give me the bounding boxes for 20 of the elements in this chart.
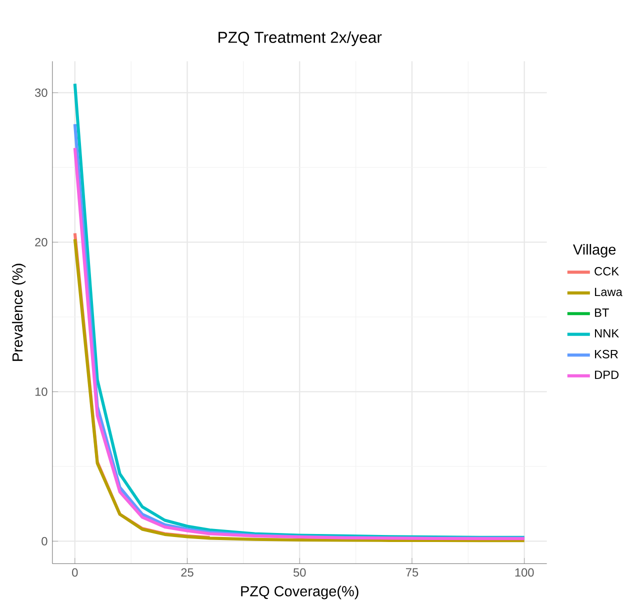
y-axis-title: Prevalence (%) <box>12 264 26 361</box>
y-tick-label: 30 <box>35 88 48 97</box>
legend-label: NNK <box>595 329 619 338</box>
x-tick-label: 0 <box>72 568 78 577</box>
line-series <box>73 238 526 542</box>
y-tick-label: 0 <box>42 536 48 546</box>
legend-title: Village <box>573 244 616 258</box>
x-tick-label: 75 <box>406 568 418 577</box>
y-tick-label: 10 <box>35 387 48 396</box>
legend-label: KSR <box>595 350 618 358</box>
y-tick-label: 20 <box>35 238 48 246</box>
x-axis-title: PZQ Coverage(%) <box>241 586 358 600</box>
x-tick-label: 50 <box>293 568 306 577</box>
legend-label: DPD <box>595 370 619 379</box>
chart-title: PZQ Treatment 2x/year <box>218 31 382 46</box>
legend-label: Lawa <box>595 288 622 296</box>
x-tick-label: 100 <box>515 568 534 577</box>
legend-label: CCK <box>594 267 619 276</box>
x-tick-label: 25 <box>181 568 194 577</box>
legend-label: BT <box>595 308 609 317</box>
